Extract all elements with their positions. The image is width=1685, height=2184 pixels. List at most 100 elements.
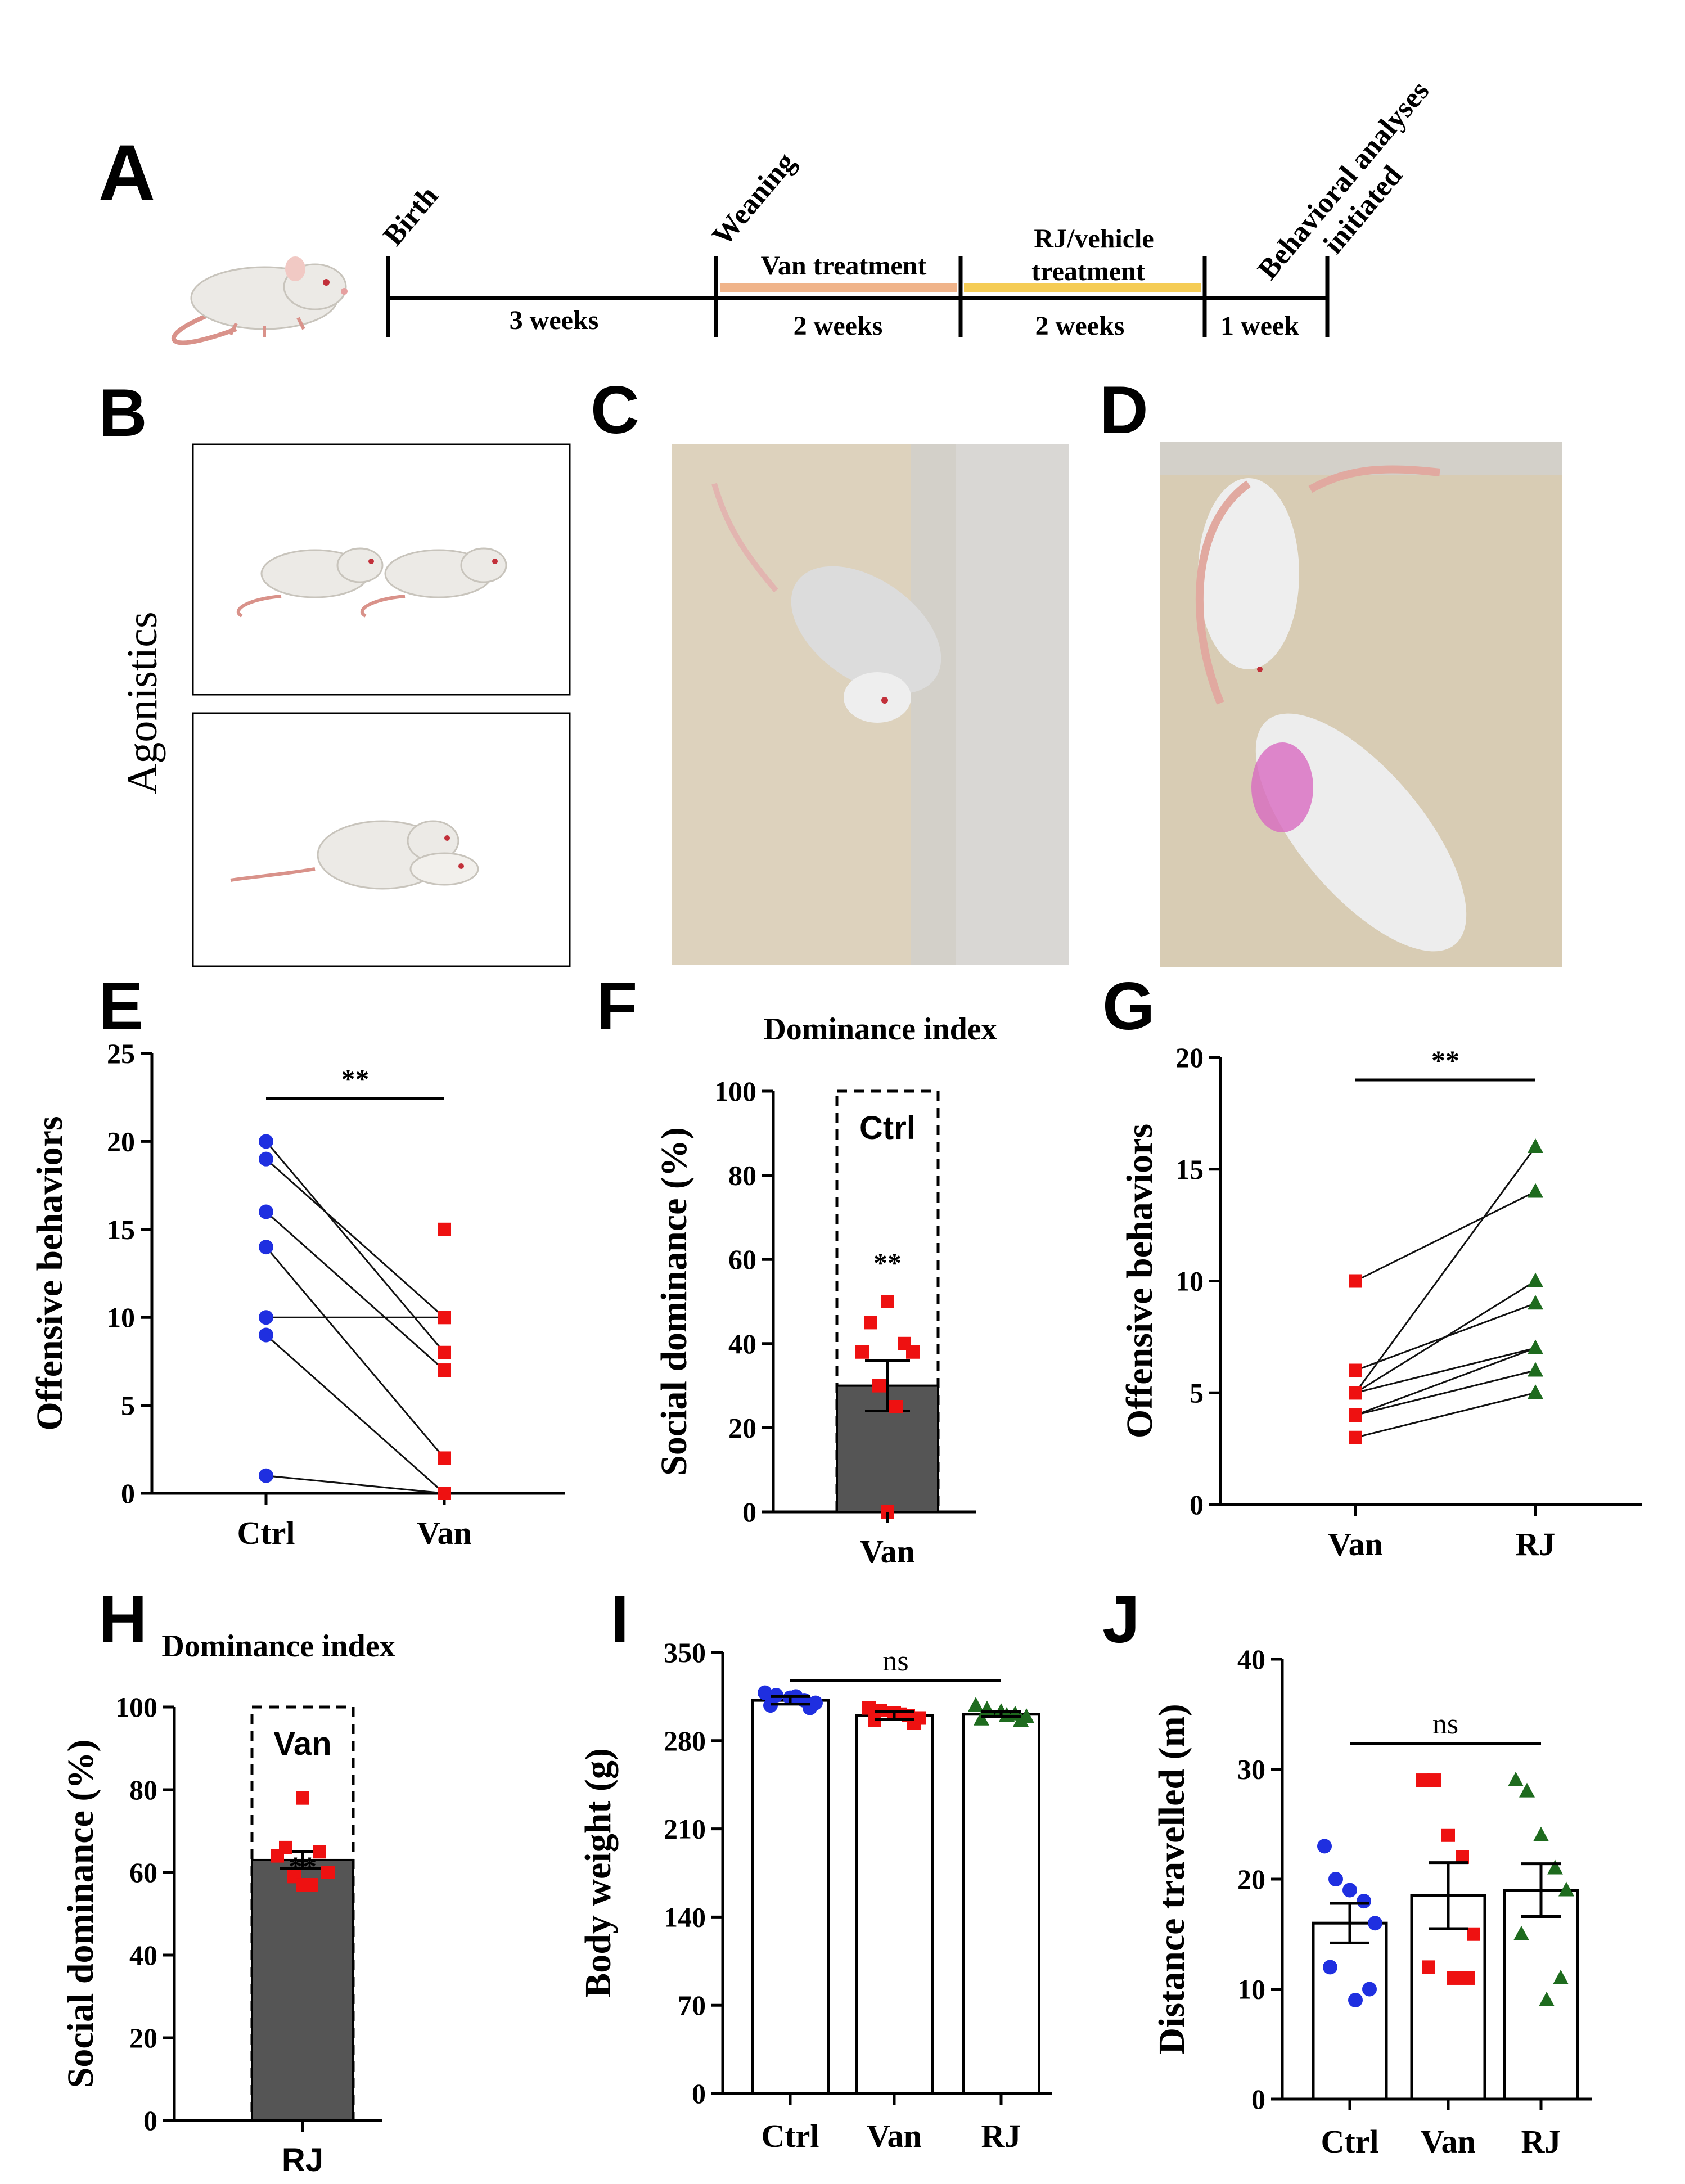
duration-4: 1 week — [1220, 311, 1299, 341]
y-tick-label-I: 0 — [692, 2078, 706, 2109]
significance-label-J: ns — [1432, 1708, 1458, 1740]
duration-1: 3 weeks — [510, 305, 599, 335]
y-tick-label-E: 25 — [107, 1038, 135, 1069]
data-point-rj — [321, 1866, 335, 1879]
data-point-van — [881, 1295, 894, 1308]
panel-label-f: F — [596, 969, 637, 1044]
data-point-van — [438, 1451, 451, 1465]
y-tick-label-I: 280 — [664, 1725, 706, 1757]
y-tick-label-J: 0 — [1251, 2083, 1265, 2115]
x-tick-label-I: RJ — [981, 2118, 1021, 2154]
panel-label-d: D — [1100, 372, 1148, 448]
data-point-rj — [1528, 1272, 1543, 1287]
bar-rj — [962, 1713, 1040, 2095]
data-point-van — [889, 1400, 903, 1413]
event-birth: Birth — [377, 180, 445, 251]
x-tick-label-E: Van — [417, 1515, 472, 1551]
data-point-ctrl — [259, 1151, 273, 1167]
data-point-van — [1349, 1430, 1362, 1444]
data-point-rj — [1513, 1925, 1529, 1940]
van-treatment-bar — [720, 283, 957, 292]
panel-label-a: A — [98, 128, 155, 217]
y-axis-title-G: Offensive behaviors — [1119, 1124, 1160, 1438]
y-axis-title-E: Offensive behaviors — [29, 1116, 70, 1430]
fighting-rats-icon — [230, 820, 479, 890]
chart-title-F: Dominance index — [763, 1012, 997, 1047]
data-point-van — [1422, 1960, 1435, 1974]
data-point-van — [1427, 1773, 1441, 1787]
data-point-van — [1349, 1408, 1362, 1422]
significance-label-E: ** — [341, 1063, 370, 1095]
data-point-rj — [1528, 1138, 1543, 1153]
significance-label-F: ** — [873, 1247, 902, 1278]
y-tick-label-G: 20 — [1175, 1042, 1204, 1073]
data-point-ctrl — [758, 1685, 772, 1700]
data-point-van — [855, 1345, 869, 1359]
x-tick-label-G: RJ — [1516, 1526, 1556, 1562]
pair-line-E — [265, 1158, 445, 1318]
data-point-rj — [1528, 1183, 1543, 1198]
reference-label-H: Van — [273, 1726, 331, 1762]
panel-label-b: B — [98, 375, 147, 451]
pair-line-G — [1355, 1280, 1536, 1394]
pair-line-G — [1355, 1370, 1536, 1416]
panel-label-h: H — [98, 1582, 147, 1657]
y-tick-label-F: 80 — [728, 1160, 756, 1191]
x-tick-label-J: RJ — [1521, 2123, 1561, 2160]
data-point-ctrl — [259, 1134, 273, 1149]
pair-line-E — [265, 1141, 445, 1353]
agonistics-label: Agonistics — [119, 611, 166, 794]
data-point-van — [1467, 1927, 1480, 1941]
data-point-van — [864, 1316, 877, 1330]
x-tick-label-G: Van — [1328, 1526, 1383, 1562]
x-tick-label-I: Van — [867, 2118, 922, 2154]
bar-van — [855, 1714, 934, 2095]
data-point-rj — [1528, 1384, 1543, 1399]
two-rats-icon — [236, 547, 507, 618]
data-point-van — [438, 1311, 451, 1325]
y-tick-label-J: 40 — [1237, 1643, 1265, 1675]
panel-label-i: I — [610, 1582, 629, 1657]
y-tick-label-H: 20 — [129, 2022, 157, 2054]
data-point-van — [438, 1345, 451, 1359]
bar-ctrl — [751, 1699, 830, 2095]
data-point-rj — [1547, 1859, 1563, 1875]
event-weaning: Weaning — [706, 147, 802, 252]
rj-treatment-bar — [964, 283, 1201, 292]
y-tick-label-F: 60 — [728, 1244, 756, 1275]
pair-line-G — [1354, 1146, 1537, 1394]
data-point-rj — [1528, 1362, 1543, 1377]
y-tick-label-F: 40 — [728, 1328, 756, 1359]
x-tick-label-E: Ctrl — [237, 1515, 295, 1551]
pair-line-G — [1355, 1191, 1536, 1282]
y-tick-label-J: 10 — [1237, 1974, 1265, 2005]
panel-label-c: C — [591, 372, 639, 448]
x-tick-label-F: Van — [860, 1533, 915, 1570]
y-tick-label-G: 15 — [1175, 1154, 1204, 1185]
bar-rj — [251, 1858, 354, 2122]
data-point-rj — [1528, 1295, 1543, 1310]
y-axis-title-H: Social dominance (%) — [60, 1740, 101, 2088]
data-point-rj — [1508, 1772, 1524, 1787]
data-point-van — [1349, 1386, 1362, 1400]
duration-3: 2 weeks — [1035, 311, 1125, 341]
y-tick-label-I: 350 — [664, 1637, 706, 1668]
y-tick-label-H: 0 — [143, 2105, 157, 2136]
pair-line-G — [1355, 1392, 1536, 1439]
data-point-rj — [296, 1878, 309, 1892]
timeline — [386, 256, 1330, 337]
x-tick-label-J: Van — [1421, 2123, 1476, 2160]
data-point-ctrl — [259, 1240, 273, 1255]
y-tick-label-G: 5 — [1190, 1377, 1204, 1408]
y-tick-label-E: 15 — [107, 1214, 135, 1245]
x-tick-label-J: Ctrl — [1321, 2123, 1378, 2160]
event-behavioral: Behavioral analysesinitiated — [1252, 75, 1462, 308]
data-point-van — [872, 1379, 886, 1393]
photo-cage-c — [672, 444, 1069, 965]
y-tick-label-I: 210 — [664, 1813, 706, 1845]
y-tick-label-J: 20 — [1237, 1863, 1265, 1895]
data-point-rj — [271, 1849, 284, 1863]
data-point-van — [438, 1363, 451, 1377]
